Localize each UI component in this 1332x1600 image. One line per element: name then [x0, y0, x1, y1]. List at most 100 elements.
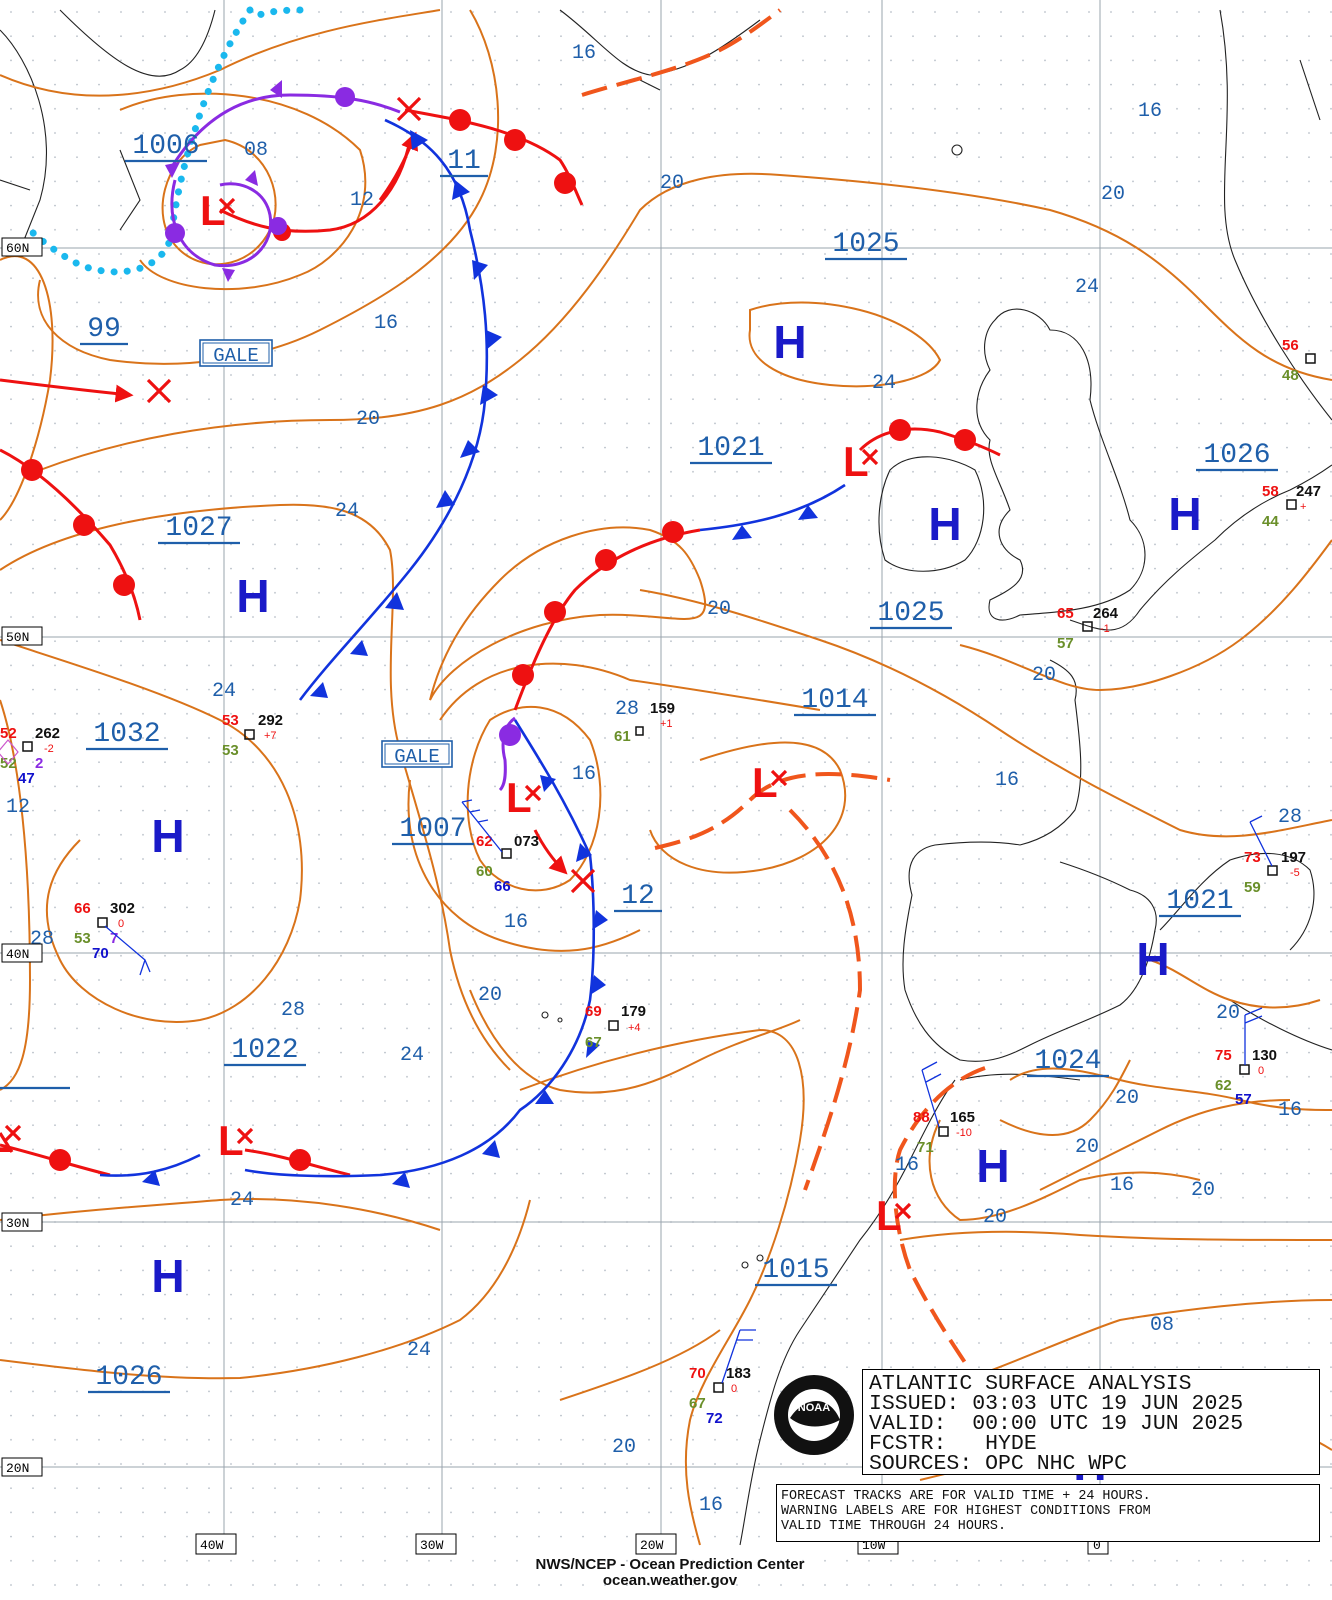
pressure-label-13: 1015 [755, 1255, 837, 1287]
title-line-4: FCSTR: HYDE [869, 1432, 1037, 1456]
svg-text:1015: 1015 [762, 1255, 829, 1286]
warm-fronts [0, 108, 1001, 1177]
svg-text:+7: +7 [264, 730, 277, 742]
svg-text:-5: -5 [1290, 867, 1300, 879]
noaa-logo: NOAA [774, 1375, 854, 1455]
svg-text:53: 53 [74, 930, 91, 947]
svg-text:-10: -10 [956, 1127, 972, 1139]
pressure-label-10: 1007 [392, 814, 474, 846]
isobar-label-9: 24 [1075, 276, 1099, 299]
isobar-label-35: 28 [1278, 806, 1302, 829]
credit-line-1: NWS/NCEP - Ocean Prediction Center [535, 1556, 805, 1573]
svg-text:30W: 30W [420, 1538, 444, 1553]
isobar-label-18: 16 [995, 769, 1019, 792]
low-center-7: L [0, 1114, 22, 1161]
svg-text:53: 53 [222, 742, 239, 759]
station-obs-13: 70 183 0 67 72 [689, 1329, 756, 1427]
isobar-label-10: 24 [872, 372, 896, 395]
high-center-5: H [151, 810, 184, 862]
low-center-2: L [843, 438, 879, 485]
svg-text:58: 58 [1262, 483, 1279, 500]
low-center-3: L [506, 774, 542, 821]
isobar-label-14: 24 [212, 680, 236, 703]
svg-text:197: 197 [1281, 849, 1306, 866]
notice-line-2: WARNING LABELS ARE FOR HIGHEST CONDITION… [781, 1504, 1151, 1519]
svg-text:62: 62 [476, 833, 493, 850]
isobar-label-27: 16 [1110, 1174, 1134, 1197]
svg-text:50N: 50N [6, 630, 29, 645]
svg-text:12: 12 [621, 881, 655, 912]
svg-text:57: 57 [1235, 1091, 1252, 1108]
isobar-label-22: 24 [400, 1044, 424, 1067]
isobar-label-2: 12 [350, 189, 374, 212]
station-obs-9: 56 48 [1282, 337, 1316, 384]
svg-text:40N: 40N [6, 947, 29, 962]
svg-text:+1: +1 [660, 718, 673, 730]
title-line-2: ISSUED: 03:03 UTC 19 JUN 2025 [869, 1392, 1244, 1416]
svg-text:264: 264 [1093, 605, 1119, 622]
title-line-5: SOURCES: OPC NHC WPC [869, 1452, 1128, 1476]
svg-text:0: 0 [731, 1383, 737, 1395]
station-obs-8: 58 247 + 44 [1262, 483, 1321, 530]
svg-text:67: 67 [689, 1395, 706, 1412]
svg-text:L: L [0, 1114, 12, 1161]
pressure-label-11: 12 [614, 881, 662, 913]
svg-text:+: + [1300, 501, 1306, 513]
svg-text:53: 53 [222, 712, 239, 729]
svg-text:71: 71 [917, 1139, 934, 1156]
gale-label-2: GALE [394, 746, 440, 768]
low-center-6: L [218, 1117, 254, 1164]
svg-text:44: 44 [1262, 513, 1279, 530]
gale-label-1: GALE [213, 345, 259, 367]
station-obs-7: 65 264 -1 57 [1057, 605, 1119, 652]
svg-text:62: 62 [1215, 1077, 1232, 1094]
isobar-label-29: 16 [895, 1154, 919, 1177]
isobar-label-31: 16 [699, 1494, 723, 1517]
notice-line-3: VALID TIME THROUGH 24 HOURS. [781, 1519, 1006, 1534]
svg-text:1021: 1021 [1166, 886, 1233, 917]
isobar-label-23: 24 [230, 1189, 254, 1212]
svg-text:61: 61 [614, 728, 631, 745]
station-obs-11: 75 130 0 62 57 [1215, 1007, 1277, 1108]
isobar-label-24: 24 [407, 1339, 431, 1362]
svg-text:20N: 20N [6, 1461, 29, 1476]
isobar-label-17: 12 [6, 796, 30, 819]
svg-text:1026: 1026 [95, 1362, 162, 1393]
svg-text:75: 75 [1215, 1047, 1232, 1064]
svg-text:48: 48 [1282, 367, 1299, 384]
pressure-label-14: 1026 [88, 1362, 170, 1394]
pressure-label-16: 1021 [1159, 886, 1241, 918]
svg-text:1025: 1025 [832, 229, 899, 260]
svg-text:262: 262 [35, 725, 60, 742]
svg-text:1021: 1021 [697, 433, 764, 464]
isobar-label-1: 08 [244, 139, 268, 162]
low-center-1: L [200, 187, 236, 234]
pressure-label-9: 1032 [86, 719, 168, 751]
svg-text:59: 59 [1244, 879, 1261, 896]
graticule [0, 0, 1332, 1545]
forecast-notice: FORECAST TRACKS ARE FOR VALID TIME + 24 … [776, 1484, 1320, 1542]
occluded-front-symbols [165, 80, 521, 746]
cold-front-symbols [142, 130, 818, 1188]
svg-text:-1: -1 [1100, 623, 1110, 635]
svg-text:+4: +4 [628, 1022, 641, 1034]
isobar-label-37: 20 [1191, 1179, 1215, 1202]
isobars [0, 9, 1332, 1546]
svg-text:302: 302 [110, 900, 135, 917]
track-x-marks [0, 96, 596, 1153]
pressure-labels: 1006 11 99 1027 1025 1021 1025 1014 1032 1007 12 10… [0, 131, 1278, 1394]
pressure-label-12: 1022 [224, 1035, 306, 1067]
svg-text:73: 73 [1244, 849, 1261, 866]
isobar-label-7: 16 [374, 312, 398, 335]
svg-text:57: 57 [1057, 635, 1074, 652]
station-observations: 52 262 -2 52 2 47 53 292 +7 53 66 302 0 … [0, 337, 1321, 1427]
isobar-label-13: 20 [1032, 664, 1056, 687]
low-centers: L L L L L L L [0, 187, 912, 1239]
isobar-label-20: 28 [281, 999, 305, 1022]
station-obs-1: 52 262 -2 52 2 47 [0, 725, 60, 787]
svg-text:130: 130 [1252, 1047, 1277, 1064]
isobar-label-12: 20 [707, 598, 731, 621]
high-center-7: H [976, 1140, 1009, 1192]
